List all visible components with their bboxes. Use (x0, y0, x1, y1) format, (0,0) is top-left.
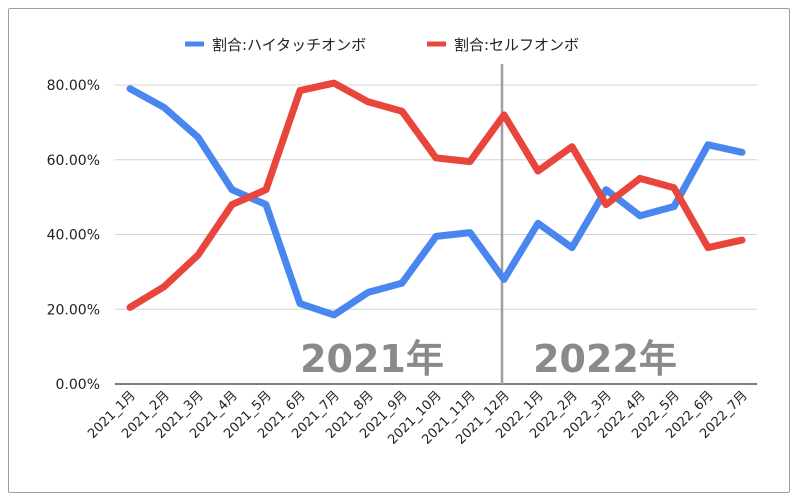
series-line-self (126, 79, 746, 311)
y-tick-label: 60.00% (47, 153, 100, 169)
grid-lines (115, 84, 757, 310)
annotation-2021: 2021年 (300, 337, 444, 381)
chart-frame (8, 8, 790, 493)
legend: 割合:ハイタッチオンボ 割合:セルフオンボ (185, 36, 579, 54)
series-lines (126, 79, 746, 319)
y-tick-label: 40.00% (47, 228, 100, 244)
y-tick-label: 80.00% (47, 78, 100, 94)
annotation-2022: 2022年 (533, 337, 677, 381)
y-axis-ticks: 0.00% 20.00% 40.00% 60.00% 80.00% (47, 78, 100, 393)
y-tick-label: 0.00% (56, 377, 100, 393)
legend-label-high-touch: 割合:ハイタッチオンボ (212, 36, 366, 54)
x-axis-ticks: 2021_1月2021_2月2021_3月2021_4月2021_5月2021_… (85, 388, 751, 447)
series-line-high-touch (126, 85, 746, 319)
y-tick-label: 20.00% (47, 302, 100, 318)
legend-label-self: 割合:セルフオンボ (454, 36, 579, 54)
